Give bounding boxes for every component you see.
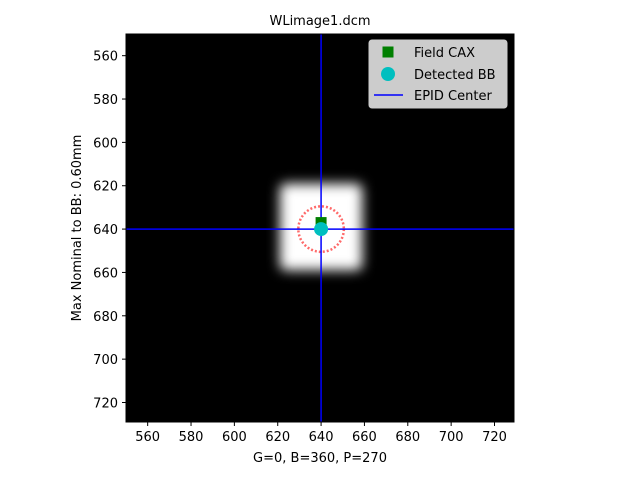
y-axis-label: Max Nominal to BB: 0.60mm <box>70 135 85 322</box>
x-tick-label: 580 <box>179 430 204 445</box>
x-tick-label: 720 <box>482 430 507 445</box>
x-axis: 560 580 600 620 640 660 680 700 720 <box>135 422 507 445</box>
x-tick-label: 700 <box>439 430 464 445</box>
y-tick-label: 580 <box>93 93 118 108</box>
y-tick-label: 700 <box>93 353 118 368</box>
axes-frame <box>125 33 515 423</box>
x-tick-label: 660 <box>352 430 377 445</box>
x-tick-label: 560 <box>135 430 160 445</box>
y-tick-label: 680 <box>93 310 118 325</box>
chart-title: WLimage1.dcm <box>269 14 370 29</box>
x-tick-label: 680 <box>395 430 420 445</box>
x-tick-label: 620 <box>265 430 290 445</box>
y-tick-label: 600 <box>93 136 118 151</box>
detected-bb-marker <box>314 222 329 237</box>
x-tick-label: 640 <box>309 430 334 445</box>
y-tick-label: 720 <box>93 396 118 411</box>
y-tick-label: 640 <box>93 223 118 238</box>
y-axis: 560 580 600 620 640 660 680 700 720 <box>93 50 126 411</box>
y-tick-label: 560 <box>93 50 118 65</box>
legend-field-cax-marker <box>382 46 394 58</box>
x-tick-label: 600 <box>222 430 247 445</box>
y-tick-label: 620 <box>93 180 118 195</box>
legend-detected-bb-marker <box>381 67 395 81</box>
legend: Field CAX Detected BB EPID Center <box>368 39 508 109</box>
y-tick-label: 660 <box>93 266 118 281</box>
legend-epid-center-label: EPID Center <box>414 89 492 104</box>
legend-box <box>368 39 508 109</box>
x-axis-label: G=0, B=360, P=270 <box>253 451 387 466</box>
legend-detected-bb-label: Detected BB <box>414 68 496 83</box>
legend-field-cax-label: Field CAX <box>414 46 475 61</box>
